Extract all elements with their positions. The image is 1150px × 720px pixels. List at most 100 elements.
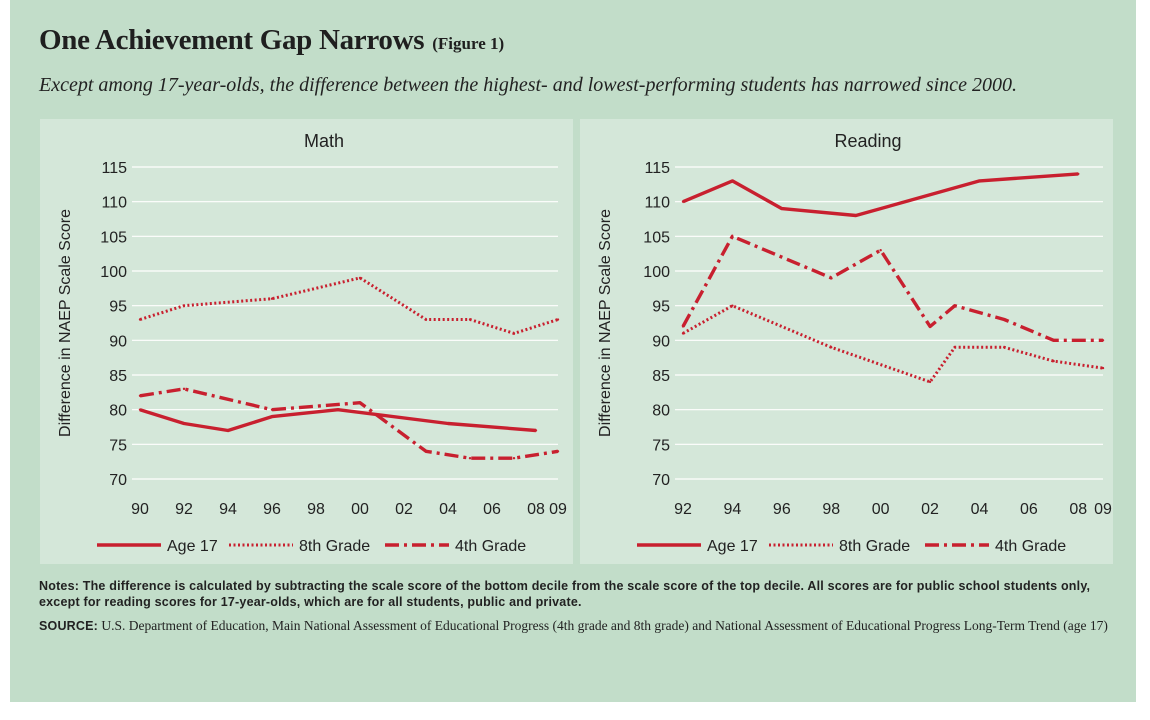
legend-label: 8th Grade: [299, 538, 370, 555]
x-tick-label: 96: [263, 501, 281, 518]
data-point: [182, 304, 186, 307]
data-point: [556, 318, 560, 321]
data-point: [780, 207, 784, 210]
x-tick-label: 08: [527, 501, 545, 518]
x-tick-label: 04: [971, 501, 989, 518]
legend-label: Age 17: [167, 538, 218, 555]
data-point: [446, 422, 450, 425]
y-tick-label: 70: [652, 472, 670, 489]
x-tick-label: 02: [921, 501, 939, 518]
legend-label: Age 17: [707, 538, 758, 555]
data-point: [1002, 346, 1006, 349]
data-point: [182, 422, 186, 425]
y-tick-label: 115: [644, 160, 670, 177]
data-point: [270, 408, 274, 411]
reading-chart-panel: Reading Difference in NAEP Scale Score 70 7…: [580, 119, 1113, 564]
y-tick-label: 90: [109, 333, 127, 350]
data-point: [854, 214, 858, 217]
data-point: [731, 179, 734, 183]
x-tick-label: 06: [483, 501, 501, 518]
math-chart: Math Difference in NAEP Scale Score 70 75 80…: [57, 131, 567, 555]
title-row: One Achievement Gap Narrows (Figure 1): [39, 24, 504, 57]
y-tick-label: 80: [652, 403, 670, 420]
data-point: [270, 297, 274, 300]
source-label: SOURCE:: [39, 619, 99, 633]
x-tick-label: 92: [175, 501, 193, 518]
y-tick-label: 110: [101, 195, 127, 212]
series-line-age-17: [139, 408, 537, 433]
data-point: [512, 457, 516, 460]
x-tick-label: 09: [549, 501, 567, 518]
legend-label: 4th Grade: [995, 538, 1066, 555]
y-tick-label: 70: [109, 472, 127, 489]
series-line-4th-grade: [681, 234, 1103, 343]
y-tick-label: 85: [652, 368, 670, 385]
x-tick-label: 08: [1069, 501, 1087, 518]
data-point: [534, 429, 538, 432]
chart-title: Math: [304, 131, 344, 151]
data-point: [270, 415, 274, 418]
data-point: [1002, 318, 1006, 321]
data-point: [681, 325, 685, 328]
x-tick-label: 90: [131, 501, 149, 518]
data-point: [358, 401, 362, 404]
figure-title: One Achievement Gap Narrows: [39, 24, 425, 56]
y-tick-label: 85: [109, 368, 127, 385]
y-tick-label: 80: [109, 403, 127, 420]
x-tick-label: 92: [674, 501, 692, 518]
data-point: [830, 276, 833, 280]
legend-label: 4th Grade: [455, 538, 526, 555]
x-tick-label: 98: [307, 501, 325, 518]
series-line-8th-grade: [682, 304, 1104, 384]
series-line-age-17: [682, 172, 1079, 218]
y-tick-label: 95: [652, 299, 670, 316]
data-point: [928, 325, 932, 328]
x-tick-label: 04: [439, 501, 457, 518]
y-tick-label: 90: [652, 333, 670, 350]
data-point: [830, 346, 833, 349]
y-tick-label: 110: [644, 195, 670, 212]
y-tick-label: 75: [652, 437, 670, 454]
reading-chart: Reading Difference in NAEP Scale Score 70 7…: [597, 131, 1112, 555]
data-point: [138, 408, 142, 411]
data-point: [879, 249, 882, 252]
data-point: [928, 380, 932, 384]
y-tick-label: 100: [643, 264, 670, 281]
data-point: [468, 457, 472, 460]
y-axis-label: Difference in NAEP Scale Score: [57, 209, 74, 437]
figure-label: (Figure 1): [432, 34, 505, 53]
data-point: [182, 387, 186, 391]
x-tick-label: 02: [395, 501, 413, 518]
x-tick-label: 00: [351, 501, 369, 518]
figure-subtitle: Except among 17-year-olds, the differenc…: [39, 74, 1017, 96]
notes-text: Notes: The difference is calculated by s…: [39, 579, 1091, 609]
x-tick-label: 96: [773, 501, 791, 518]
data-point: [424, 450, 428, 453]
y-tick-label: 75: [109, 437, 127, 454]
x-tick-label: 98: [822, 501, 840, 518]
data-point: [1101, 339, 1105, 342]
data-point: [226, 429, 230, 432]
data-point: [138, 394, 142, 397]
x-tick-label: 94: [724, 501, 742, 518]
y-tick-label: 105: [643, 229, 670, 246]
y-tick-label: 115: [101, 160, 127, 177]
data-point: [953, 304, 956, 307]
data-point: [1077, 172, 1080, 176]
data-point: [358, 276, 362, 280]
data-point: [556, 450, 560, 453]
data-point: [681, 200, 685, 203]
series-line-4th-grade: [139, 387, 559, 460]
data-point: [1052, 359, 1055, 363]
y-tick-label: 105: [100, 229, 127, 246]
data-point: [978, 179, 981, 183]
data-point: [953, 346, 956, 349]
data-point: [138, 318, 142, 321]
y-tick-label: 100: [100, 264, 127, 281]
y-axis-label: Difference in NAEP Scale Score: [597, 209, 614, 437]
legend-label: 8th Grade: [839, 538, 910, 555]
data-point: [336, 408, 340, 411]
data-point: [731, 235, 734, 238]
x-tick-label: 00: [872, 501, 890, 518]
x-tick-label: 94: [219, 501, 237, 518]
